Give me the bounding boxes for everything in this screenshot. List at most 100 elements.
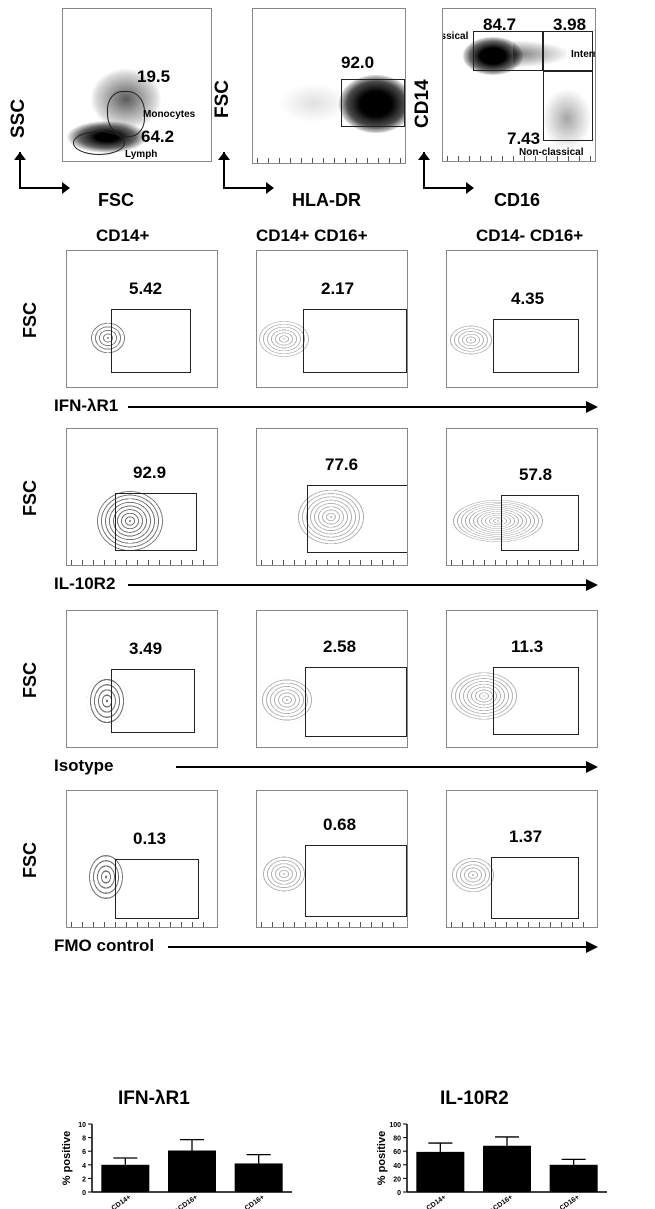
positive-gate <box>305 845 407 917</box>
x-tick-label: CD14+CD16+ <box>159 1194 199 1209</box>
scatter-plot-cd14-cd16: 84.7 Classical 3.98 Intermediate 7.43 No… <box>442 8 596 162</box>
bar-chart-il10: 0 20 40 60 80 100% positive CD14+ CD14+CD16+ CD1… <box>376 1122 607 1209</box>
positive-gate <box>115 859 199 919</box>
y-axis-label: FSC <box>20 662 40 698</box>
x-tick-label: CD14+ <box>425 1194 447 1209</box>
gate-value: 3.98 <box>553 15 587 34</box>
positive-gate <box>111 669 195 733</box>
intermediate-gate <box>543 31 593 71</box>
y-tick-label: 4 <box>82 1163 86 1170</box>
gate-value: 11.3 <box>511 637 544 656</box>
bar <box>483 1145 531 1192</box>
nonclassical-gate <box>543 71 593 141</box>
column-header: CD14+ CD16+ <box>256 226 368 245</box>
x-tick-label: CD16+ <box>244 1194 266 1209</box>
y-axis-label: FSC <box>20 302 40 338</box>
gate-value: 0.13 <box>133 829 167 848</box>
y-tick-label: 6 <box>82 1149 86 1156</box>
x-axis-label: IL-10R2 <box>54 574 116 593</box>
y-axis-label: % positive <box>376 1131 388 1185</box>
y-tick-label: 0 <box>82 1190 86 1197</box>
y-axis-label: % positive <box>61 1131 73 1185</box>
y-tick-label: 80 <box>393 1136 401 1143</box>
axis-arrow <box>418 152 474 194</box>
y-axis-label: FSC <box>20 842 40 878</box>
gate-value: 1.37 <box>509 827 543 846</box>
contour-plot: 3.49 <box>66 610 218 748</box>
positive-gate <box>493 319 579 373</box>
bar-chart-ifn: 0 2 4 6 8 10 % positive CD14+ CD14+CD16+ CD16+ <box>61 1122 292 1209</box>
y-tick-label: 20 <box>393 1176 401 1183</box>
bar <box>101 1164 150 1192</box>
contour-plot: 92.9 <box>66 428 218 566</box>
x-axis-arrow <box>128 401 598 413</box>
y-tick-label: 10 <box>78 1122 86 1129</box>
y-axis-label: SSC <box>8 98 29 138</box>
gate-value: 57.8 <box>519 465 553 484</box>
positive-gate <box>491 857 579 919</box>
contour-plot: 77.6 <box>256 428 408 566</box>
axis-arrow <box>14 152 70 194</box>
y-axis-label: FSC <box>212 80 233 118</box>
gate-value: 19.5 <box>137 67 171 86</box>
bar <box>168 1150 216 1192</box>
positive-gate <box>303 309 407 373</box>
positive-gate <box>111 309 191 373</box>
bar <box>549 1164 598 1192</box>
contour-plot: 11.3 <box>446 610 598 748</box>
x-axis-label: FSC <box>98 190 134 210</box>
column-header: CD14+ <box>96 226 150 245</box>
contour-plot: 2.17 <box>256 250 408 388</box>
contour-plot: 0.13 <box>66 790 218 928</box>
scatter-plot-fsc-hladr: 92.0 <box>252 8 406 164</box>
contour-plot: 1.37 <box>446 790 598 928</box>
gate-label: Monocytes <box>143 109 196 120</box>
y-tick-label: 40 <box>393 1163 401 1170</box>
gate-value: 4.35 <box>511 289 545 308</box>
y-tick-label: 8 <box>82 1136 86 1143</box>
gate-value: 92.0 <box>341 53 375 72</box>
y-tick-label: 2 <box>82 1176 86 1183</box>
positive-gate <box>115 493 197 551</box>
x-tick-label: CD14+CD16+ <box>474 1194 514 1209</box>
gate-label: Non-classical <box>519 147 584 158</box>
chart-title: IL-10R2 <box>440 1088 509 1109</box>
bar <box>234 1163 283 1192</box>
bar <box>416 1151 465 1192</box>
gate-label: Intermediate <box>571 49 595 60</box>
monocytes-gate <box>107 91 145 137</box>
positive-gate <box>493 667 579 735</box>
contour-plot: 2.58 <box>256 610 408 748</box>
positive-gate <box>307 485 407 553</box>
gate-value: 2.17 <box>321 279 355 298</box>
gate-value: 7.43 <box>507 129 541 148</box>
x-axis-arrow <box>176 761 598 773</box>
x-axis-arrow <box>168 941 598 953</box>
gate-value: 2.58 <box>323 637 357 656</box>
x-axis-label: IFN-λR1 <box>54 396 119 415</box>
hladr-gate <box>341 79 405 127</box>
y-tick-label: 60 <box>393 1149 401 1156</box>
x-tick-label: CD14+ <box>110 1194 132 1209</box>
column-header: CD14- CD16+ <box>476 226 584 245</box>
gate-label: Classical <box>443 31 469 42</box>
gate-value: 64.2 <box>141 127 175 146</box>
gate-value: 77.6 <box>325 455 359 474</box>
x-axis-label: FMO control <box>54 936 155 955</box>
axis-arrow <box>218 152 274 194</box>
gate-label: Lymph <box>125 149 158 160</box>
gate-value: 3.49 <box>129 639 163 658</box>
contour-plot: 5.42 <box>66 250 218 388</box>
x-axis-label: Isotype <box>54 756 114 775</box>
positive-gate <box>501 495 579 551</box>
x-axis-arrow <box>128 579 598 591</box>
gate-value: 0.68 <box>323 815 357 834</box>
x-axis-label: CD16 <box>494 190 541 210</box>
classical-gate <box>473 31 543 71</box>
gate-value: 92.9 <box>133 463 167 482</box>
chart-title: IFN-λR1 <box>118 1088 190 1109</box>
x-axis-label: HLA-DR <box>292 190 361 210</box>
gate-value: 84.7 <box>483 15 517 34</box>
lymph-gate <box>73 131 125 155</box>
gate-value: 5.42 <box>129 279 163 298</box>
